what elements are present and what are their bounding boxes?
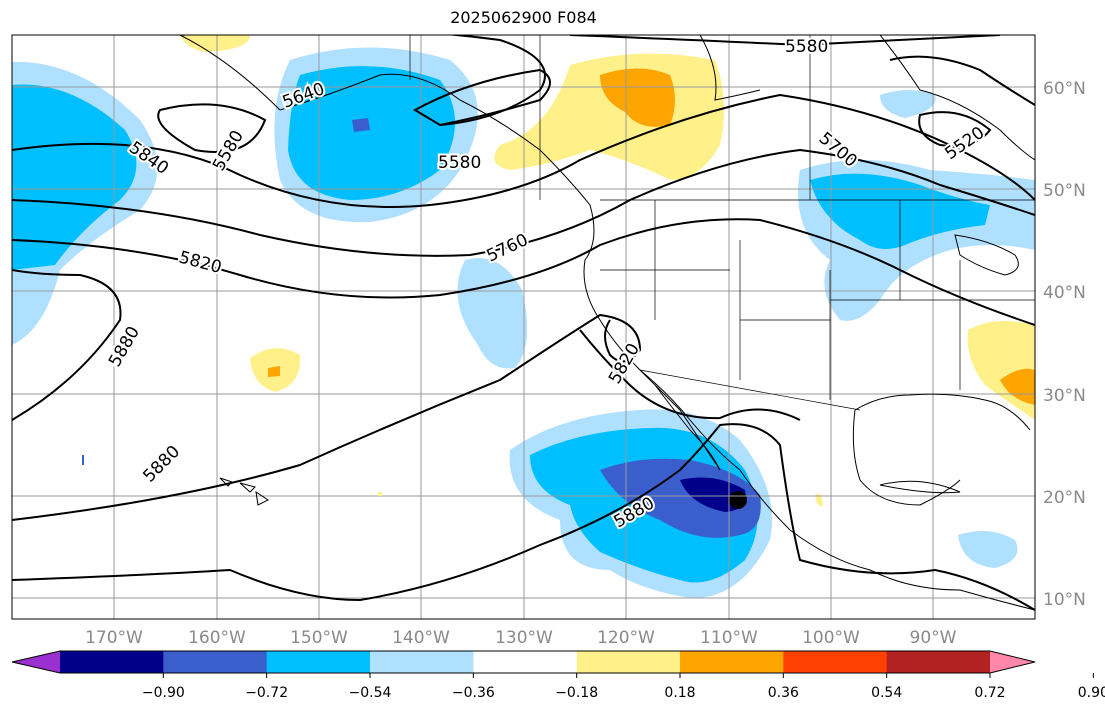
negative-anomaly-region: [880, 90, 936, 118]
colorbar-extend-high: [990, 651, 1035, 673]
lat-label: 30°N: [1043, 386, 1086, 406]
lon-label: 110°W: [700, 628, 758, 648]
contour-label: 5580: [785, 37, 828, 57]
longitude-labels: 170°W 160°W 150°W 140°W 130°W 120°W 110°…: [85, 628, 957, 648]
negative-anomaly-region: [457, 258, 528, 369]
colorbar-segment: [576, 651, 681, 673]
negative-anomaly-region: [12, 84, 137, 270]
lat-label: 20°N: [1043, 488, 1086, 508]
height-contours: [12, 35, 1035, 611]
colorbar-tick-label: −0.36: [452, 685, 495, 701]
colorbar-segment: [783, 651, 888, 673]
contour-label: 5580: [438, 153, 481, 173]
map-title: 2025062900 F084: [450, 8, 597, 27]
colorbar-extend-low: [12, 651, 60, 673]
negative-anomaly-region: [958, 531, 1018, 568]
colorbar: −0.90 −0.72 −0.54 −0.36 −0.18 0.18 0.36 0.54 0.7…: [11, 650, 1105, 701]
colorbar-tick-label: 0.72: [974, 685, 1005, 701]
positive-anomaly-region: [268, 366, 280, 377]
gridlines: [12, 35, 1035, 619]
island-marker: [82, 455, 84, 465]
lat-label: 40°N: [1043, 283, 1086, 303]
negative-anomaly-region: [352, 118, 370, 132]
colorbar-tick-label: 0.54: [871, 685, 902, 701]
lon-label: 150°W: [290, 628, 348, 648]
lat-label: 10°N: [1043, 590, 1086, 610]
colorbar-tick-label: −0.90: [142, 685, 185, 701]
lon-label: 120°W: [597, 628, 655, 648]
colorbar-segment: [886, 651, 991, 673]
lon-label: 130°W: [495, 628, 553, 648]
colorbar-segment: [473, 651, 578, 673]
negative-anomaly-region: [288, 66, 455, 200]
coastlines: [179, 35, 1035, 611]
lon-label: 100°W: [802, 628, 860, 648]
colorbar-segment: [163, 651, 268, 673]
lat-label: 50°N: [1043, 181, 1086, 201]
anomaly-fill-layer: [12, 35, 1035, 599]
lon-label: 140°W: [392, 628, 450, 648]
lon-label: 170°W: [85, 628, 143, 648]
colorbar-segment: [680, 651, 784, 673]
colorbar-tick-label: 0.36: [768, 685, 799, 701]
negative-anomaly-region: [600, 458, 761, 538]
colorbar-tick-label: −0.18: [555, 685, 598, 701]
positive-anomaly-region: [600, 68, 675, 127]
colorbar-tick-label: −0.72: [245, 685, 288, 701]
plot-frame: [11, 34, 1036, 620]
colorbar-tick-label: 0.90: [1078, 685, 1105, 701]
island-marker: [378, 492, 382, 496]
colorbar-segment: [60, 651, 164, 673]
lon-label: 90°W: [910, 628, 957, 648]
colorbar-tick-label: −0.54: [349, 685, 392, 701]
colorbar-tick-label: 0.18: [664, 685, 695, 701]
positive-anomaly-region: [815, 493, 823, 507]
colorbar-segment: [266, 651, 371, 673]
colorbar-outline: [11, 650, 1036, 674]
lon-label: 160°W: [188, 628, 246, 648]
colorbar-segment: [370, 651, 474, 673]
positive-anomaly-region: [180, 35, 250, 52]
negative-anomaly-region: [729, 491, 747, 509]
latitude-labels: 60°N 50°N 40°N 30°N 20°N 10°N: [1043, 79, 1086, 610]
positive-anomaly-region: [1000, 368, 1035, 405]
lat-label: 60°N: [1043, 79, 1086, 99]
